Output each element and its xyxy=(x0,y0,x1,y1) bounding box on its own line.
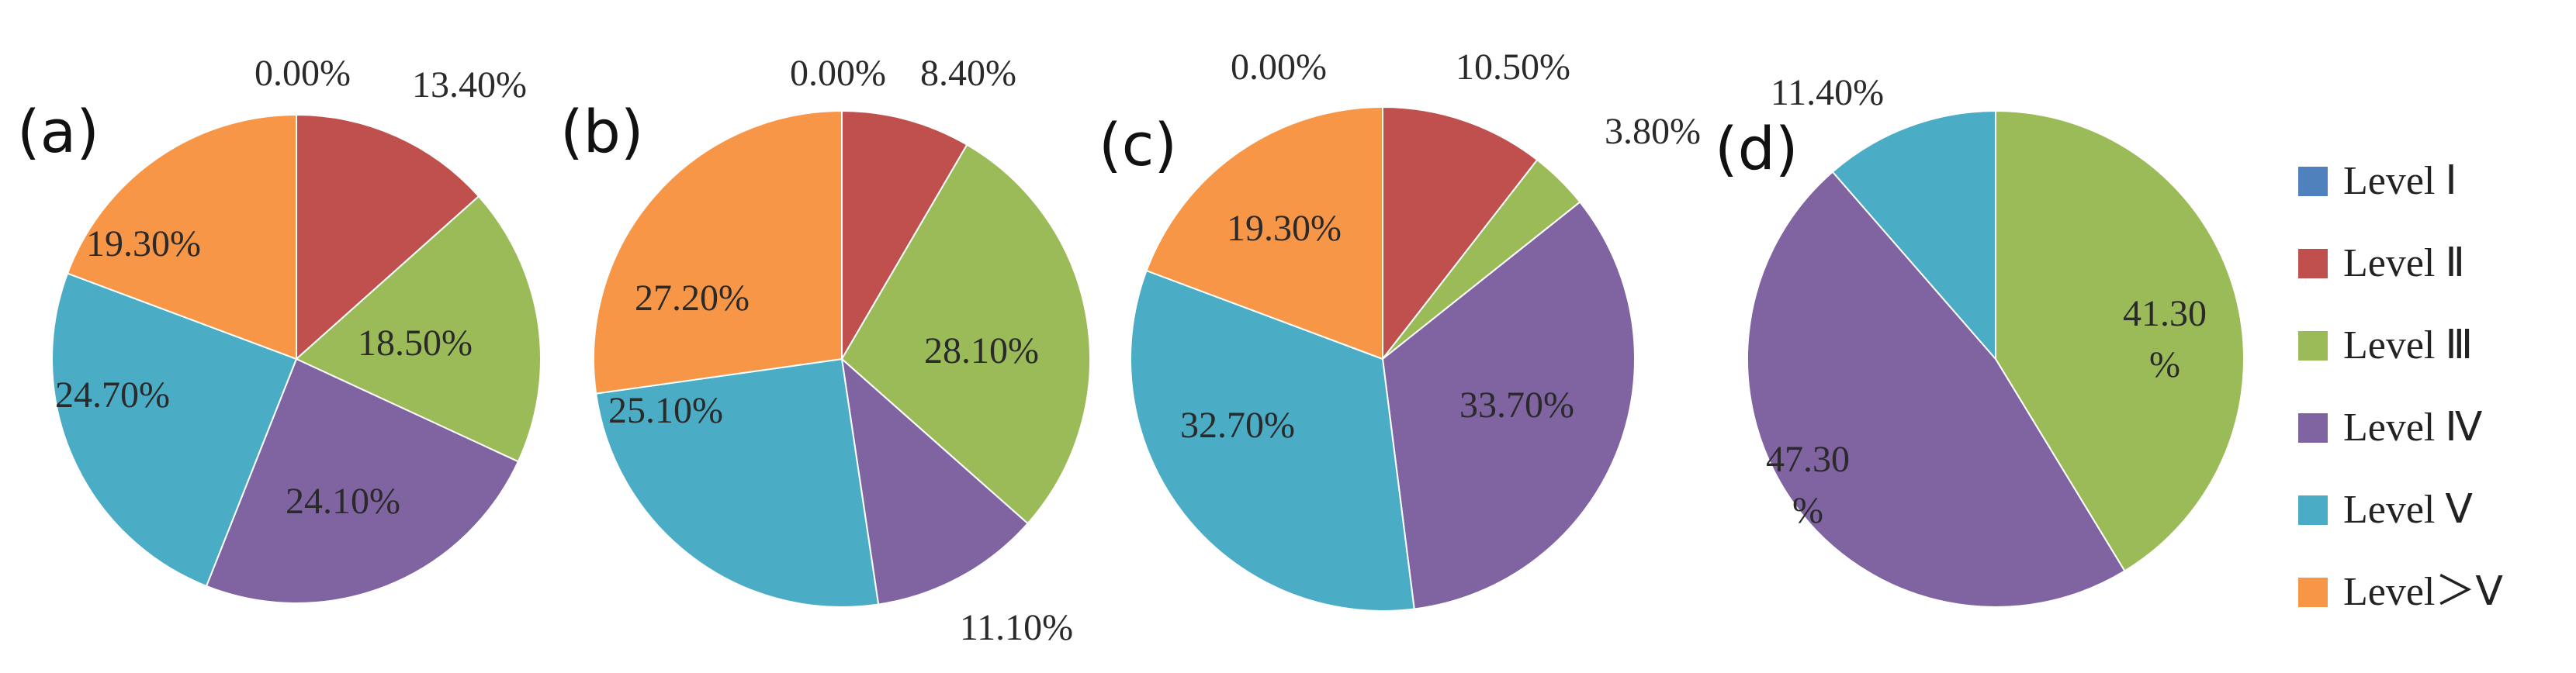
data-label: 32.70% xyxy=(1180,405,1295,446)
legend-label: Level Ⅳ xyxy=(2343,406,2482,450)
data-label: 27.20% xyxy=(635,278,750,319)
data-label: 11.10% xyxy=(960,607,1073,648)
legend-swatch xyxy=(2298,413,2328,443)
pie-panel-2: 0.00% 10.50% 3.80% 33.70% 32.70% 19.30% (c) xyxy=(1099,47,1701,612)
legend-label: Level Ⅲ xyxy=(2343,323,2473,368)
legend-label: Level Ⅴ xyxy=(2343,488,2473,532)
legend-swatch xyxy=(2298,495,2328,525)
data-label: 13.40% xyxy=(412,64,527,105)
data-label: 18.50% xyxy=(358,323,473,364)
legend-swatch xyxy=(2298,578,2328,607)
data-label: 25.10% xyxy=(608,390,723,431)
data-label: 24.70% xyxy=(55,374,170,416)
data-label: 0.00% xyxy=(1231,47,1327,88)
pie-panels: 0.00% 13.40%18.50%24.10%24.70%19.30%(a)0.… xyxy=(17,47,2245,648)
pie-slice xyxy=(840,143,1091,525)
panel-label: (b) xyxy=(560,97,644,166)
pie-slice xyxy=(1747,171,2126,608)
pie-slice xyxy=(840,357,1029,606)
data-label: 8.40% xyxy=(920,53,1016,94)
pie-panel-3: 41.30 % 47.30 % 11.40%(d) xyxy=(1715,72,2245,608)
panel-label: (c) xyxy=(1099,110,1177,179)
legend-item: Level＞Ⅴ xyxy=(2298,570,2503,614)
pie-slice xyxy=(1381,201,1636,610)
pie-slice xyxy=(1145,105,1383,361)
data-label: 0.00% xyxy=(790,53,886,94)
legend-item: Level Ⅰ xyxy=(2298,159,2457,203)
pie-slice xyxy=(593,109,843,395)
data-label: 19.30% xyxy=(1227,208,1342,249)
legend-label: Level Ⅰ xyxy=(2343,159,2457,203)
pie-slice xyxy=(205,357,520,604)
data-label: 10.50% xyxy=(1456,47,1570,88)
data-label: 33.70% xyxy=(1459,385,1574,426)
pie-slice xyxy=(841,109,968,362)
legend-swatch xyxy=(2298,331,2328,361)
pie-slice xyxy=(1995,109,2245,572)
pie-slice xyxy=(594,357,880,608)
data-label: 3.80% xyxy=(1605,111,1701,152)
legend: Level Ⅰ Level Ⅱ Level Ⅲ Level Ⅳ Level Ⅴ Level… xyxy=(2298,159,2503,614)
data-label: 41.30% xyxy=(2123,293,2207,385)
panel-label: (a) xyxy=(17,97,99,166)
pie-slice xyxy=(1382,105,1539,361)
pie-panel-1: 0.00% 8.40% 28.10% 11.10% 25.10% 27.20% (b) xyxy=(560,53,1091,648)
panel-label: (d) xyxy=(1715,114,1799,183)
pie-slice xyxy=(1831,109,1996,361)
pie-slice xyxy=(296,113,480,361)
pie-panel-0: 0.00% 13.40% 18.50% 24.10% 24.70% 19.30% (a) xyxy=(17,53,542,604)
legend-label: Level＞Ⅴ xyxy=(2343,570,2503,614)
data-label: 11.40% xyxy=(1771,72,1884,113)
data-label: 24.10% xyxy=(286,481,400,522)
pie-slice xyxy=(1130,269,1415,612)
pie-slice xyxy=(51,272,298,588)
data-label: 0.00% xyxy=(254,53,351,94)
legend-swatch xyxy=(2298,167,2328,196)
legend-label: Level Ⅱ xyxy=(2343,241,2465,285)
data-label: 47.30% xyxy=(1766,439,1850,531)
legend-item: Level Ⅴ xyxy=(2298,488,2473,532)
pie-slice xyxy=(66,113,297,361)
legend-item: Level Ⅲ xyxy=(2298,323,2473,368)
pie-slice xyxy=(295,195,542,463)
legend-swatch xyxy=(2298,249,2328,278)
legend-item: Level Ⅳ xyxy=(2298,406,2482,450)
legend-item: Level Ⅱ xyxy=(2298,241,2465,285)
data-label: 28.10% xyxy=(924,330,1039,371)
data-label: 19.30% xyxy=(86,223,201,264)
